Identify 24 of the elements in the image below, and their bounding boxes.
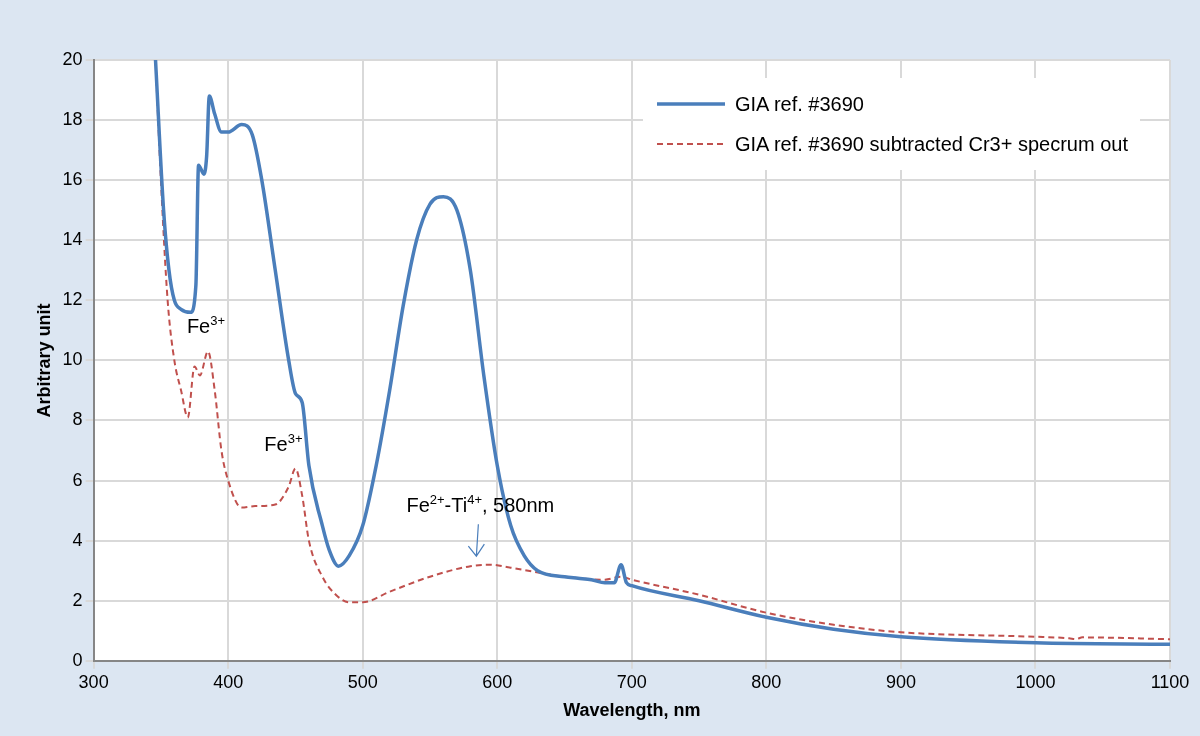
y-tick-label: 6 xyxy=(72,469,83,490)
y-tick-label: 20 xyxy=(62,48,83,69)
y-tick-label: 10 xyxy=(62,349,83,370)
y-tick-label: 2 xyxy=(72,589,83,610)
x-tick-label: 1000 xyxy=(1015,671,1056,692)
x-axis-title: Wavelength, nm xyxy=(563,700,701,721)
y-tick-label: 14 xyxy=(62,229,83,250)
y-tick-label: 8 xyxy=(72,409,83,430)
y-tick-label: 18 xyxy=(62,109,83,130)
legend-label: GIA ref. #3690 xyxy=(735,92,864,116)
x-tick-label: 400 xyxy=(213,671,244,692)
y-tick-label: 0 xyxy=(72,649,83,670)
y-tick-label: 4 xyxy=(72,529,83,550)
x-tick-label: 1100 xyxy=(1150,671,1190,692)
x-tick-label: 800 xyxy=(751,671,782,692)
y-tick-label: 16 xyxy=(62,169,83,190)
y-tick-label: 12 xyxy=(62,289,83,310)
x-tick-label: 600 xyxy=(482,671,513,692)
legend-label: GIA ref. #3690 subtracted Cr3+ specrum out xyxy=(735,132,1128,156)
x-tick-label: 900 xyxy=(885,671,916,692)
y-axis-title: Arbitrary unit xyxy=(33,303,54,418)
x-tick-label: 300 xyxy=(78,671,109,692)
x-tick-label: 700 xyxy=(616,671,647,692)
x-tick-label: 500 xyxy=(347,671,378,692)
